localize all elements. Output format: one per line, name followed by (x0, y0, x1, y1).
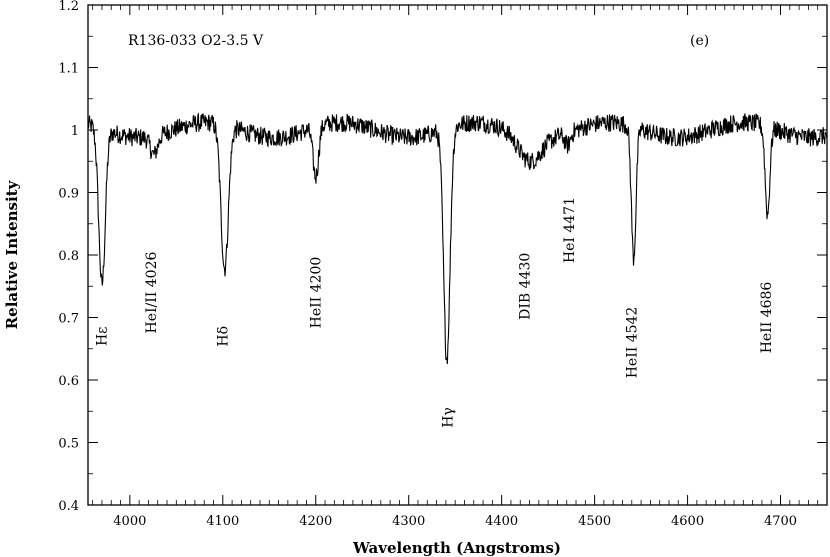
x-axis-title: Wavelength (Angstroms) (352, 539, 561, 557)
line-id-label: Hδ (215, 326, 231, 347)
x-tick-label: 4700 (764, 514, 797, 529)
x-tick-label: 4100 (206, 514, 239, 529)
plot-frame (87, 4, 828, 506)
y-tick-label: 0.7 (58, 312, 79, 327)
y-tick-label: 1.2 (58, 0, 79, 14)
line-id-label: Hγ (440, 407, 456, 428)
y-tick-label: 1.1 (58, 62, 79, 77)
x-tick-label: 4200 (299, 514, 332, 529)
y-tick-label: 0.5 (58, 437, 79, 452)
y-tick-label: 0.6 (58, 374, 79, 389)
y-axis: 0.4 0.5 0.6 0.7 0.8 0.9 1 1.1 1.2 (58, 0, 827, 514)
y-tick-label: 1 (71, 124, 79, 139)
y-tick-label: 0.9 (58, 187, 79, 202)
line-id-label: HeI 4471 (562, 197, 578, 263)
line-labels: Hε HeI/II 4026 Hδ HeII 4200 Hγ DIB 4430 HeI 44… (95, 197, 776, 428)
chart-title: R136-033 O2-3.5 V (128, 33, 264, 49)
line-id-label: DIB 4430 (517, 253, 533, 320)
spectrum-line (87, 112, 828, 364)
line-id-label: HeI/II 4026 (144, 252, 160, 334)
x-tick-label: 4000 (113, 514, 146, 529)
x-tick-label: 4600 (671, 514, 704, 529)
x-tick-label: 4300 (392, 514, 425, 529)
line-id-label: HeII 4686 (759, 282, 775, 354)
line-id-label: HeII 4200 (308, 257, 324, 329)
y-tick-label: 0.8 (58, 249, 79, 264)
line-id-label: HeII 4542 (624, 307, 640, 379)
y-axis-title: Relative Intensity (3, 179, 21, 329)
y-tick-label: 0.4 (58, 499, 79, 514)
x-axis: 4000 4100 4200 4300 4400 4500 4600 4700 (92, 5, 819, 529)
panel-label: (e) (690, 33, 709, 49)
x-tick-label: 4500 (578, 514, 611, 529)
line-id-label: Hε (95, 327, 111, 346)
x-tick-label: 4400 (485, 514, 518, 529)
